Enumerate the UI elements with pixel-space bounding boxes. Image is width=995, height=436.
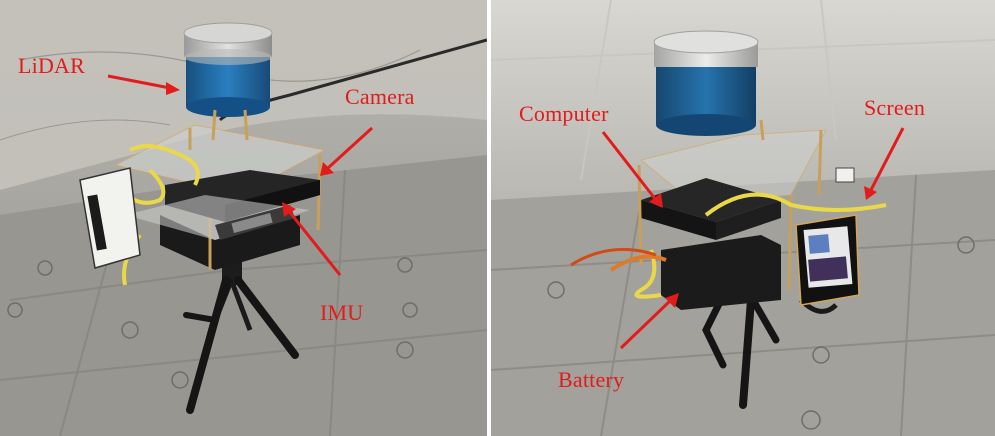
camera-arrowhead — [320, 162, 334, 176]
computer-label: Computer — [519, 101, 609, 126]
screen-arrowhead — [864, 186, 877, 200]
camera-arrow — [326, 126, 374, 170]
screen-label: Screen — [864, 95, 926, 120]
computer-arrow — [601, 131, 658, 201]
screen-arrow — [869, 127, 905, 191]
battery-arrowhead — [665, 293, 679, 308]
camera-label: Camera — [345, 84, 415, 109]
left-photo-scene — [0, 0, 487, 436]
imu-arrowhead — [282, 202, 296, 217]
left-arrows — [107, 74, 374, 276]
battery-label: Battery — [558, 367, 625, 392]
imu-arrow — [286, 209, 342, 276]
lidar-device — [653, 30, 759, 136]
right-photo: Computer Screen Battery — [491, 0, 995, 436]
computer-arrowhead — [649, 193, 663, 208]
left-photo: LiDAR Camera IMU — [0, 0, 487, 436]
sensor-rig — [79, 124, 327, 286]
lidar-arrow — [107, 74, 171, 90]
right-arrows — [601, 127, 905, 350]
right-photo-scene — [491, 0, 995, 436]
imu-label: IMU — [320, 300, 364, 325]
lidar-label: LiDAR — [18, 53, 85, 78]
lidar-arrowhead — [166, 82, 180, 95]
lidar-device — [183, 22, 273, 141]
battery-arrow — [619, 298, 673, 350]
computer-rig — [570, 119, 887, 310]
